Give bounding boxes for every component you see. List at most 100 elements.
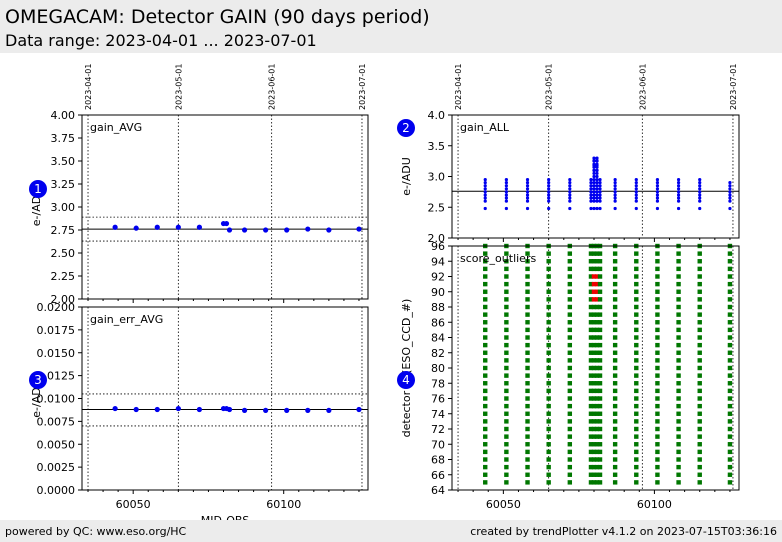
panel-4-detector-mark	[676, 335, 681, 340]
panel-1-badge-number: 1	[34, 182, 42, 196]
panel-2-data-point	[547, 193, 551, 197]
panel-4-detector-mark	[634, 419, 639, 424]
panel-2-data-point	[698, 184, 702, 188]
panel-1-y-tick-label: 3.00	[51, 201, 76, 214]
panel-4-detector-mark	[597, 449, 603, 455]
panel-4-detector-mark	[588, 464, 594, 470]
panel-4-detector-mark	[588, 388, 594, 394]
panel-4-detector-mark	[727, 297, 733, 302]
panel-2-y-tick-label: 2.5	[428, 201, 446, 214]
panel-4-detector-mark	[567, 274, 573, 279]
panel-4-detector-mark	[588, 312, 594, 317]
panel-4-detector-mark	[612, 304, 618, 310]
panel-4-detector-mark	[588, 457, 594, 462]
panel-4-detector-mark	[483, 274, 488, 279]
panel-4-detector-mark	[525, 281, 530, 287]
panel-4-detector-mark	[483, 396, 488, 401]
panel-4-frame	[451, 245, 740, 491]
panel-4-detector-mark	[676, 381, 681, 386]
panel-4-detector-mark	[597, 426, 603, 432]
panel-4-detector-mark	[655, 289, 660, 294]
panel-1-y-tick-label: 3.25	[51, 178, 76, 191]
panel-4-detector-mark	[567, 289, 573, 294]
panel-2-data-point	[589, 177, 593, 182]
panel-2-data-point	[483, 184, 487, 188]
panel-4-detector-mark	[612, 259, 618, 264]
panel-4-detector-mark	[525, 442, 530, 447]
panel-4-detector-mark	[697, 289, 702, 294]
panel-4-detector-mark	[594, 327, 600, 333]
panel-4-detector-mark	[594, 419, 600, 424]
panel-4-detector-mark	[591, 335, 597, 340]
panel-4-detector-mark	[612, 335, 618, 340]
panel-4-detector-mark	[597, 381, 603, 386]
panel-4-detector-mark	[597, 365, 603, 371]
panel-4-detector-mark	[634, 411, 639, 416]
panel-4-detector-mark	[588, 251, 594, 256]
panel-4-detector-mark	[483, 449, 488, 455]
panel-4-detector-mark	[655, 312, 660, 317]
panel-2-data-point	[655, 193, 660, 197]
panel-4-detector-mark	[697, 335, 702, 340]
panel-2-data-point	[525, 206, 530, 211]
panel-4-detector-mark	[504, 274, 509, 279]
panel-4-detector-mark	[612, 312, 618, 317]
panel-4-detector-mark	[483, 312, 488, 317]
panel-4-detector-mark	[567, 259, 573, 264]
panel-4-detector-mark	[483, 259, 488, 264]
panel-4-detector-mark	[676, 312, 681, 317]
panel-2-data-point	[547, 187, 551, 191]
panel-4-detector-mark	[483, 472, 488, 477]
panel-4-detector-mark	[727, 381, 733, 386]
panel-4-detector-mark	[634, 365, 639, 371]
panel-2-data-point	[483, 206, 487, 211]
panel-3-data-point	[305, 407, 311, 413]
panel-4-detector-mark	[727, 327, 733, 333]
panel-4-detector-mark	[591, 381, 597, 386]
panel-4-detector-mark	[504, 266, 509, 272]
panel-4-detector-mark	[483, 419, 488, 424]
panel-4-detector-mark	[504, 312, 509, 317]
panel-4-detector-mark	[676, 396, 681, 401]
panel-2-data-point	[728, 184, 732, 188]
panel-4-detector-mark	[612, 266, 618, 272]
panel-4-detector-mark	[697, 342, 702, 348]
panel-4-detector-mark	[612, 381, 618, 386]
panel-4-detector-mark	[567, 464, 573, 470]
panel-2-data-point	[504, 181, 508, 185]
panel-2-data-point	[598, 193, 602, 197]
panel-4-detector-mark	[597, 289, 603, 294]
panel-4-detector-mark	[567, 365, 573, 371]
panel-4-detector-mark	[612, 472, 618, 477]
panel-4-detector-mark	[483, 251, 488, 256]
panel-2-data-point	[613, 193, 617, 197]
panel-4-detector-mark	[597, 396, 603, 401]
panel-4-detector-mark	[504, 419, 509, 424]
panel-2-y-tick-label: 3.5	[428, 140, 446, 153]
panel-2-data-point	[592, 190, 596, 194]
panel-4-detector-mark	[697, 442, 702, 447]
panel-4-detector-mark	[483, 358, 488, 363]
panel-4-detector-mark	[525, 335, 530, 340]
panel-4-label: score_outliers	[460, 252, 536, 265]
panel-2-data-point	[598, 196, 602, 200]
panel-2-data-point	[655, 196, 660, 200]
panel-4-detector-mark	[597, 312, 603, 317]
panel-4-detector-mark	[591, 411, 597, 416]
panel-4-detector-mark	[634, 266, 639, 272]
panel-4-detector-mark	[567, 419, 573, 424]
panel-4-detector-mark	[594, 480, 600, 485]
panel-4-detector-mark	[655, 464, 660, 470]
panel-2-data-point	[592, 171, 596, 176]
panel-4-detector-mark	[483, 426, 488, 432]
panel-4-detector-mark	[676, 320, 681, 325]
panel-4-detector-mark	[655, 350, 660, 355]
panel-4-detector-mark	[597, 320, 603, 325]
panel-4-detector-mark	[655, 403, 660, 409]
panel-3-y-tick-label: 0.0000	[37, 484, 76, 497]
panel-4-detector-mark	[634, 327, 639, 333]
panel-2-data-point	[483, 187, 487, 191]
panel-4-detector-mark	[594, 365, 600, 371]
panel-4-detector-mark	[676, 457, 681, 462]
panel-2-data-point	[634, 196, 638, 200]
